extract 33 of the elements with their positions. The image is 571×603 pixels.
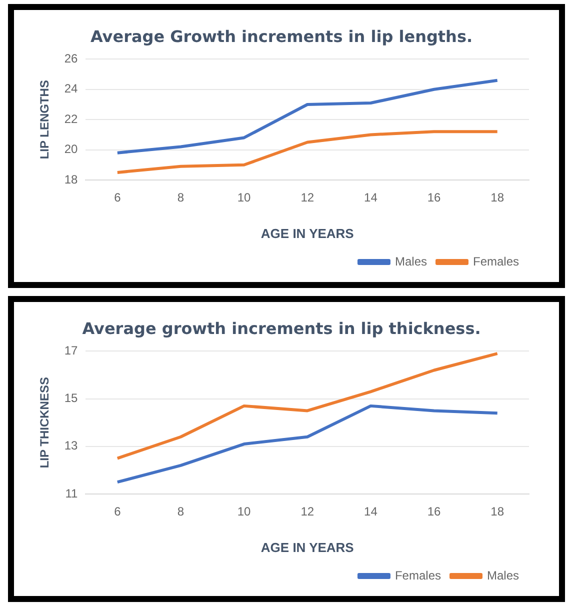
legend-label: Males — [486, 568, 520, 582]
x-tick-label: 18 — [490, 190, 504, 205]
x-tick-label: 12 — [300, 190, 314, 205]
y-tick-label: 22 — [64, 112, 78, 126]
x-tick-label: 8 — [177, 190, 184, 205]
x-tick-label: 10 — [237, 504, 252, 519]
x-tick-label: 6 — [114, 190, 122, 205]
x-tick-label: 10 — [237, 190, 252, 205]
y-tick-label: 26 — [64, 52, 78, 66]
y-tick-label: 18 — [64, 172, 78, 186]
x-tick-label: 14 — [364, 504, 378, 519]
y-tick-label: 20 — [64, 142, 78, 156]
y-tick-label: 24 — [64, 82, 78, 96]
x-tick-label: 8 — [177, 504, 184, 519]
y-axis-title: LIP THICKNESS — [38, 377, 52, 468]
x-axis-title: AGE IN YEARS — [260, 226, 354, 241]
legend-label: Females — [394, 568, 441, 582]
y-axis-title: LIP LENGTHS — [38, 80, 52, 160]
x-axis-title: AGE IN YEARS — [260, 540, 354, 555]
y-tick-label: 15 — [64, 391, 78, 406]
x-tick-label: 12 — [300, 504, 314, 519]
x-tick-label: 6 — [114, 504, 122, 519]
legend-label: Males — [394, 254, 427, 268]
chart-title: Average growth increments in lip thickness. — [82, 318, 481, 338]
x-tick-label: 16 — [427, 504, 442, 519]
legend-label: Females — [472, 254, 519, 268]
x-tick-label: 16 — [427, 190, 442, 205]
y-tick-label: 17 — [64, 344, 78, 358]
chart-title: Average Growth increments in lip lengths. — [90, 26, 473, 46]
x-tick-label: 14 — [364, 190, 378, 205]
x-tick-label: 18 — [490, 504, 504, 519]
y-tick-label: 11 — [65, 486, 78, 500]
y-tick-label: 13 — [64, 438, 78, 453]
